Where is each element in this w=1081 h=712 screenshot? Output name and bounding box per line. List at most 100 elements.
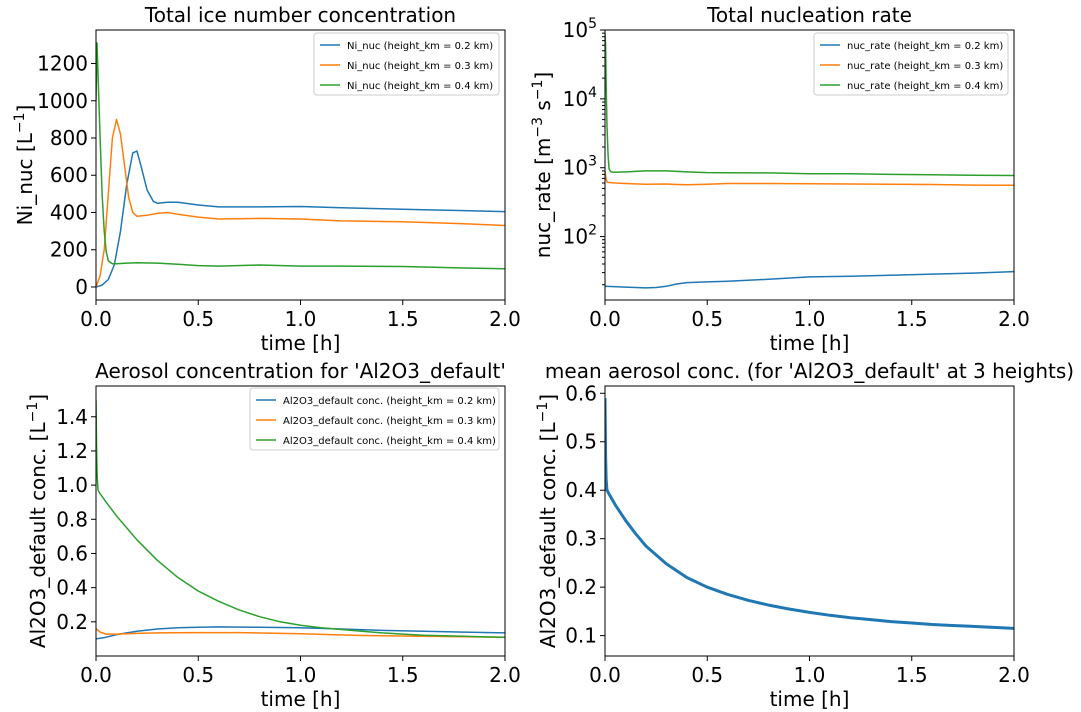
x-tick-label: 0.0 — [589, 307, 621, 331]
label-part: ] — [536, 394, 560, 402]
y-tick-label: 0.6 — [56, 541, 88, 565]
y-tick-label: 1000 — [37, 89, 88, 113]
y-tick-label: 1.0 — [56, 473, 88, 497]
x-tick-label: 0.0 — [80, 663, 112, 687]
y-tick-label: 200 — [50, 238, 88, 262]
label-exponent: −1 — [535, 402, 551, 423]
y-tick-label: 0.2 — [56, 610, 88, 634]
tick-exponent: 4 — [588, 85, 597, 101]
x-tick-label: 1.0 — [794, 663, 826, 687]
legend-entry: Ni_nuc (height_km = 0.2 km) — [347, 41, 493, 52]
series-line-1 — [605, 398, 1014, 630]
y-axis-label: Al2O3_default conc. [L−1] — [535, 394, 560, 648]
y-tick-label: 1.2 — [56, 439, 88, 463]
x-tick-label: 1.5 — [387, 307, 419, 331]
y-tick-label: 0.6 — [565, 381, 597, 405]
x-tick-label: 1.0 — [285, 307, 317, 331]
label-part: ] — [531, 72, 555, 80]
y-tick-label: 0.8 — [56, 507, 88, 531]
y-tick-label: 400 — [50, 200, 88, 224]
chart-title: mean aerosol conc. (for 'Al2O3_default' … — [545, 359, 1074, 383]
label-exponent: −1 — [530, 80, 546, 101]
legend-box — [813, 32, 1009, 96]
y-axis-label: Al2O3_default conc. [L−1] — [25, 394, 50, 648]
chart-panel-2: 0.0 0.5 1.0 1.5 2.0 102 103 104 105 Total nucleat… — [530, 3, 1030, 355]
legend-entry: Ni_nuc (height_km = 0.3 km) — [347, 61, 493, 72]
legend-entry: Al2O3_default conc. (height_km = 0.4 km) — [283, 436, 496, 447]
chart-panel-1: 0.0 0.5 1.0 1.5 2.0 0 200 400 600 800 1000 1200 Tota… — [12, 3, 521, 355]
chart-title: Total nucleation rate — [706, 3, 912, 27]
chart-panel-3: 0.0 0.5 1.0 1.5 2.0 0.2 0.4 0.6 0.8 1.0 1.2 1.4 Aero… — [25, 359, 521, 711]
legend-entry: Al2O3_default conc. (height_km = 0.3 km) — [283, 416, 496, 427]
y-tick-label: 1200 — [37, 52, 88, 76]
x-tick-label: 2.0 — [998, 663, 1030, 687]
y-axis-label: Ni_nuc [L−1] — [12, 105, 37, 226]
series-line-2 — [605, 170, 1014, 187]
series-line-2 — [96, 628, 505, 638]
label-part: Al2O3_default conc. [L — [26, 422, 50, 649]
legend-box — [313, 32, 500, 96]
x-tick-label: 0.0 — [589, 663, 621, 687]
tick-exponent: 3 — [588, 154, 597, 170]
x-tick-label: 0.5 — [691, 663, 723, 687]
label-part: Al2O3_default conc. [L — [536, 422, 560, 649]
series-line-3 — [605, 33, 1014, 177]
y-axis-label: nuc_rate [m−3 s−1] — [530, 72, 555, 259]
y-tick-label: 0.5 — [565, 430, 597, 454]
x-tick-label: 1.5 — [387, 663, 419, 687]
label-part: ] — [26, 394, 50, 402]
series-line-3 — [96, 399, 505, 638]
x-tick-label: 0.5 — [182, 663, 214, 687]
x-axis-label: time [h] — [261, 687, 341, 711]
x-tick-label: 1.0 — [285, 663, 317, 687]
legend-entry: Al2O3_default conc. (height_km = 0.2 km) — [283, 396, 496, 407]
tick-exponent: 5 — [588, 16, 597, 32]
series-line-2 — [96, 118, 505, 288]
x-tick-label: 2.0 — [489, 307, 521, 331]
series-line-3 — [96, 42, 505, 270]
label-exponent: −1 — [25, 402, 41, 423]
x-tick-label: 0.5 — [691, 307, 723, 331]
label-exponent: −3 — [530, 117, 546, 138]
x-tick-label: 0.0 — [80, 307, 112, 331]
label-part: s — [531, 100, 555, 117]
label-part: Ni_nuc [L — [13, 132, 37, 225]
y-tick-label: 0 — [75, 275, 88, 299]
y-tick-label: 0.3 — [565, 527, 597, 551]
series-line-1 — [605, 270, 1014, 289]
x-axis-label: time [h] — [770, 687, 850, 711]
label-part: ] — [13, 105, 37, 113]
x-axis-label: time [h] — [770, 331, 850, 355]
y-tick-label: 0.4 — [56, 576, 88, 600]
y-tick-label: 600 — [50, 163, 88, 187]
y-tick-label: 0.4 — [565, 478, 597, 502]
legend-entry: Ni_nuc (height_km = 0.4 km) — [347, 81, 493, 92]
y-tick-label: 102 — [563, 223, 597, 249]
legend-entry: nuc_rate (height_km = 0.4 km) — [847, 81, 1003, 92]
tick-exponent: 2 — [588, 223, 597, 239]
x-axis-label: time [h] — [261, 331, 341, 355]
x-tick-label: 1.5 — [896, 663, 928, 687]
legend-entry: nuc_rate (height_km = 0.3 km) — [847, 61, 1003, 72]
y-tick-label: 105 — [563, 16, 597, 42]
series-line-1 — [96, 150, 505, 288]
y-tick-label: 0.1 — [565, 624, 597, 648]
y-tick-label: 103 — [563, 154, 597, 180]
axes-frame — [604, 385, 1015, 657]
x-tick-label: 1.5 — [896, 307, 928, 331]
y-tick-label: 0.2 — [565, 575, 597, 599]
x-tick-label: 2.0 — [998, 307, 1030, 331]
chart-title: Total ice number concentration — [144, 3, 456, 27]
chart-title: Aerosol concentration for 'Al2O3_default… — [95, 359, 506, 383]
label-exponent: −1 — [12, 113, 28, 134]
legend-box — [249, 387, 500, 451]
x-tick-label: 2.0 — [489, 663, 521, 687]
y-tick-label: 1.4 — [56, 405, 88, 429]
label-part: nuc_rate [m — [531, 138, 555, 259]
legend-entry: nuc_rate (height_km = 0.2 km) — [847, 41, 1003, 52]
y-tick-label: 800 — [50, 126, 88, 150]
x-tick-label: 0.5 — [182, 307, 214, 331]
y-tick-label: 104 — [563, 85, 597, 111]
